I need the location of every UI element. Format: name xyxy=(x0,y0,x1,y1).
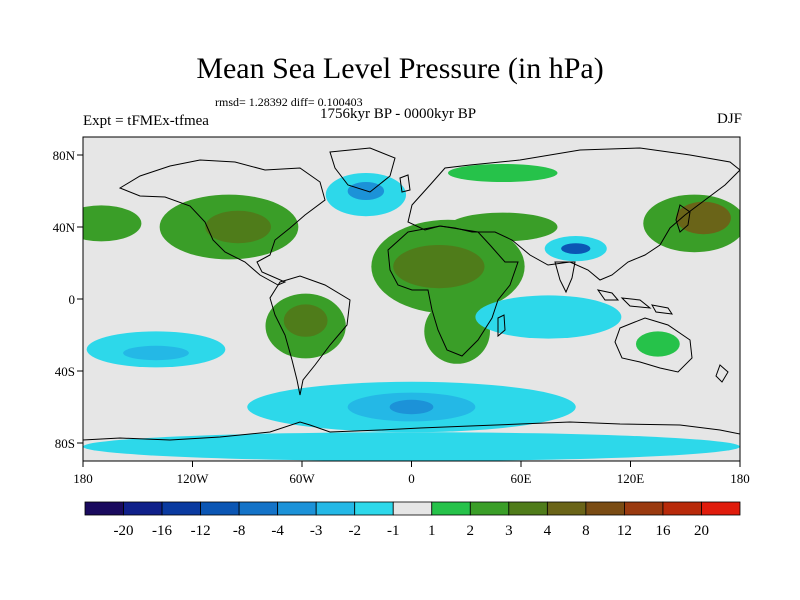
colorbar-swatch xyxy=(392,501,433,516)
colorbar-label: 3 xyxy=(505,523,513,539)
anomaly-region xyxy=(448,164,558,182)
colorbar-swatch xyxy=(354,501,394,516)
experiment-label: Expt = tFMEx-tfmea xyxy=(83,113,209,129)
anomaly-region xyxy=(205,210,271,244)
lon-tick-label: 0 xyxy=(408,471,415,486)
lat-tick-label: 80N xyxy=(53,148,76,163)
coastline-north-america xyxy=(118,159,326,286)
lon-tick-label: 120W xyxy=(177,471,210,486)
colorbar-swatch xyxy=(277,501,317,516)
colorbar-label: -8 xyxy=(233,523,246,539)
lat-tick-label: 0 xyxy=(69,292,76,307)
coastline-indonesia xyxy=(596,289,674,315)
colorbar-label: 8 xyxy=(582,523,590,539)
lon-tick-label: 180 xyxy=(73,471,93,486)
colorbar-label: 16 xyxy=(655,523,671,539)
colorbar-label: -2 xyxy=(348,523,361,539)
longitude-axis: 180 120W 60W 0 60E 120E 180 xyxy=(73,461,750,486)
colorbar-swatch xyxy=(84,501,124,516)
lon-tick-label: 60W xyxy=(289,471,315,486)
colorbar-swatch xyxy=(701,501,741,516)
anomaly-region xyxy=(283,304,328,337)
coastline-new-zealand xyxy=(715,364,729,383)
colorbar-swatch xyxy=(123,501,163,516)
colorbar-swatch xyxy=(662,501,702,516)
anomaly-region xyxy=(83,432,740,461)
season-label: DJF xyxy=(716,111,742,127)
colorbar-swatch xyxy=(546,501,587,516)
coastline-uk xyxy=(399,174,411,193)
period-text: 1756kyr BP - 0000kyr BP xyxy=(320,106,477,122)
colorbar-label: 1 xyxy=(428,523,436,539)
colorbar-label: -1 xyxy=(387,523,400,539)
colorbar-swatch xyxy=(431,501,471,516)
colorbar-swatch xyxy=(585,501,625,516)
colorbar-swatch xyxy=(624,501,664,516)
colorbar-swatch xyxy=(508,501,548,516)
stats-text: rmsd= 1.28392 diff= 0.100403 xyxy=(215,95,363,109)
latitude-axis: 80N 40N 0 40S 80S xyxy=(53,148,83,451)
coastline-south-america xyxy=(269,275,351,396)
colorbar-swatch xyxy=(161,501,201,516)
coastline-japan xyxy=(675,204,691,233)
coastline-australia xyxy=(614,317,693,373)
anomaly-region xyxy=(393,245,485,289)
colorbar-label: 12 xyxy=(617,523,632,539)
coastline-madagascar xyxy=(497,314,506,338)
coastline-antarctica xyxy=(83,421,740,441)
map-title: Mean Sea Level Pressure (in hPa) xyxy=(196,52,604,85)
colorbar-label: -20 xyxy=(114,523,134,539)
anomaly-region xyxy=(448,212,558,242)
colorbar-label: 2 xyxy=(467,523,475,539)
coastline-greenland xyxy=(329,147,396,193)
coastlines xyxy=(83,147,740,441)
coastline-india xyxy=(554,261,576,294)
lat-tick-label: 40N xyxy=(53,220,76,235)
anomaly-fields xyxy=(83,164,740,461)
lat-tick-label: 40S xyxy=(55,364,75,379)
lon-tick-label: 120E xyxy=(617,471,645,486)
coastline-eurasia xyxy=(407,147,740,281)
colorbar-label: -16 xyxy=(152,523,172,539)
colorbar-swatch xyxy=(315,501,356,516)
colorbar-label: -4 xyxy=(271,523,284,539)
lon-tick-label: 60E xyxy=(511,471,532,486)
colorbar-label: -3 xyxy=(310,523,323,539)
colorbar-label: 20 xyxy=(694,523,709,539)
colorbar-label: -12 xyxy=(191,523,211,539)
anomaly-region xyxy=(475,295,622,339)
anomaly-region xyxy=(389,399,434,415)
colorbar-label: 4 xyxy=(544,523,552,539)
colorbar-swatch xyxy=(238,501,279,516)
lat-tick-label: 80S xyxy=(55,436,75,451)
anomaly-region xyxy=(635,331,680,357)
anomaly-region xyxy=(561,243,591,255)
lon-tick-label: 180 xyxy=(730,471,750,486)
colorbar: -20 -16 -12 -8 -4 -3 -2 -1 1 2 3 4 8 12 16 20 xyxy=(84,501,741,539)
anomaly-region xyxy=(676,201,731,235)
anomaly-region xyxy=(424,299,490,364)
coastline-africa xyxy=(387,225,519,357)
anomaly-region xyxy=(83,205,142,242)
anomaly-region xyxy=(123,345,189,361)
colorbar-swatch xyxy=(469,501,510,516)
colorbar-swatch xyxy=(200,501,240,516)
